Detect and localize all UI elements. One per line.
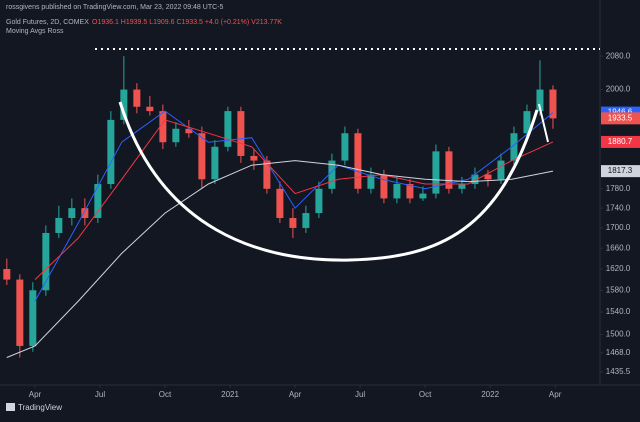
x-tick-label: Apr	[29, 390, 42, 399]
price-label-box	[601, 165, 640, 178]
x-tick-label: Apr	[549, 390, 562, 399]
candle-body	[549, 89, 557, 119]
price-label: 1933.5	[608, 113, 633, 122]
candle-body	[393, 184, 401, 199]
price-label: 1880.7	[608, 137, 633, 146]
price-label: 1817.3	[608, 166, 633, 175]
indicator-name: Moving Avgs Ross	[6, 28, 64, 35]
handle-drawing	[538, 103, 549, 143]
candle-body	[510, 133, 518, 161]
y-tick-label: 2080.0	[606, 51, 631, 60]
candle-body	[81, 208, 89, 218]
symbol-title: Gold Futures, 2D, COMEX	[6, 19, 89, 26]
moving-average	[34, 119, 554, 280]
candle-body	[471, 174, 479, 185]
y-tick-label: 2000.0	[606, 85, 631, 94]
candle-body	[42, 232, 50, 291]
ohlc-values: O1936.1 H1939.5 L1909.6 C1933.5 +4.0 (+0…	[92, 19, 282, 26]
candle-body	[133, 89, 141, 107]
candle-body	[29, 290, 37, 346]
y-tick-label: 1435.5	[606, 367, 631, 376]
candle-body	[16, 279, 24, 346]
y-tick-label: 1500.0	[606, 330, 631, 339]
y-tick-label: 1660.0	[606, 243, 631, 252]
candle-body	[419, 193, 427, 199]
x-tick-label: Oct	[419, 390, 432, 399]
candle-body	[354, 133, 362, 189]
candle-body	[159, 111, 167, 143]
x-tick-label: 2021	[221, 390, 239, 399]
candle-body	[68, 208, 76, 218]
candle-body	[367, 174, 375, 189]
candle-body	[289, 217, 297, 228]
candle-body	[432, 151, 440, 194]
candle-body	[263, 160, 271, 189]
candle-body	[328, 160, 336, 189]
moving-average	[34, 110, 554, 302]
candle-body	[484, 174, 492, 180]
y-tick-label: 1620.0	[606, 264, 631, 273]
candle-body	[341, 133, 349, 161]
price-label-box	[601, 112, 640, 125]
candle-body	[107, 119, 115, 185]
candle-body	[536, 89, 544, 112]
price-label-box	[601, 135, 640, 148]
candle-body	[55, 217, 63, 233]
candle-body	[445, 151, 453, 189]
candle-body	[458, 184, 466, 189]
candle-body	[94, 184, 102, 218]
candle-body	[302, 213, 310, 228]
candle-body	[185, 128, 193, 134]
x-tick-label: 2022	[481, 390, 499, 399]
candle-body	[172, 128, 180, 143]
attribution: rossgivens published on TradingView.com,…	[6, 4, 223, 11]
y-tick-label: 1540.0	[606, 307, 631, 316]
price-label: 1946.6	[608, 108, 633, 117]
candle-body	[211, 146, 219, 180]
cup-drawing	[118, 101, 539, 262]
candle-body	[224, 111, 232, 147]
candle-body	[237, 111, 245, 156]
y-tick-label: 1740.0	[606, 203, 631, 212]
candle-body	[198, 133, 206, 180]
candle-body	[497, 160, 505, 180]
candle-body	[406, 184, 414, 199]
x-tick-label: Jul	[95, 390, 105, 399]
candle-body	[523, 111, 531, 134]
moving-average	[6, 160, 554, 358]
plot	[3, 56, 557, 358]
candle-body	[276, 188, 284, 218]
y-tick-label: 1780.0	[606, 184, 631, 193]
y-tick-label: 1700.0	[606, 223, 631, 232]
candle-body	[146, 106, 154, 112]
candle-body	[250, 155, 258, 161]
x-tick-label: Jul	[355, 390, 365, 399]
brand-logo	[6, 403, 15, 411]
x-tick-label: Apr	[289, 390, 302, 399]
candle-body	[380, 174, 388, 199]
y-tick-label: 1468.0	[606, 348, 631, 357]
candle-body	[315, 188, 323, 214]
x-tick-label: Oct	[159, 390, 172, 399]
y-tick-label: 1580.0	[606, 285, 631, 294]
brand: TradingView	[18, 403, 62, 412]
candle-body	[120, 89, 128, 120]
candle-body	[3, 268, 11, 280]
